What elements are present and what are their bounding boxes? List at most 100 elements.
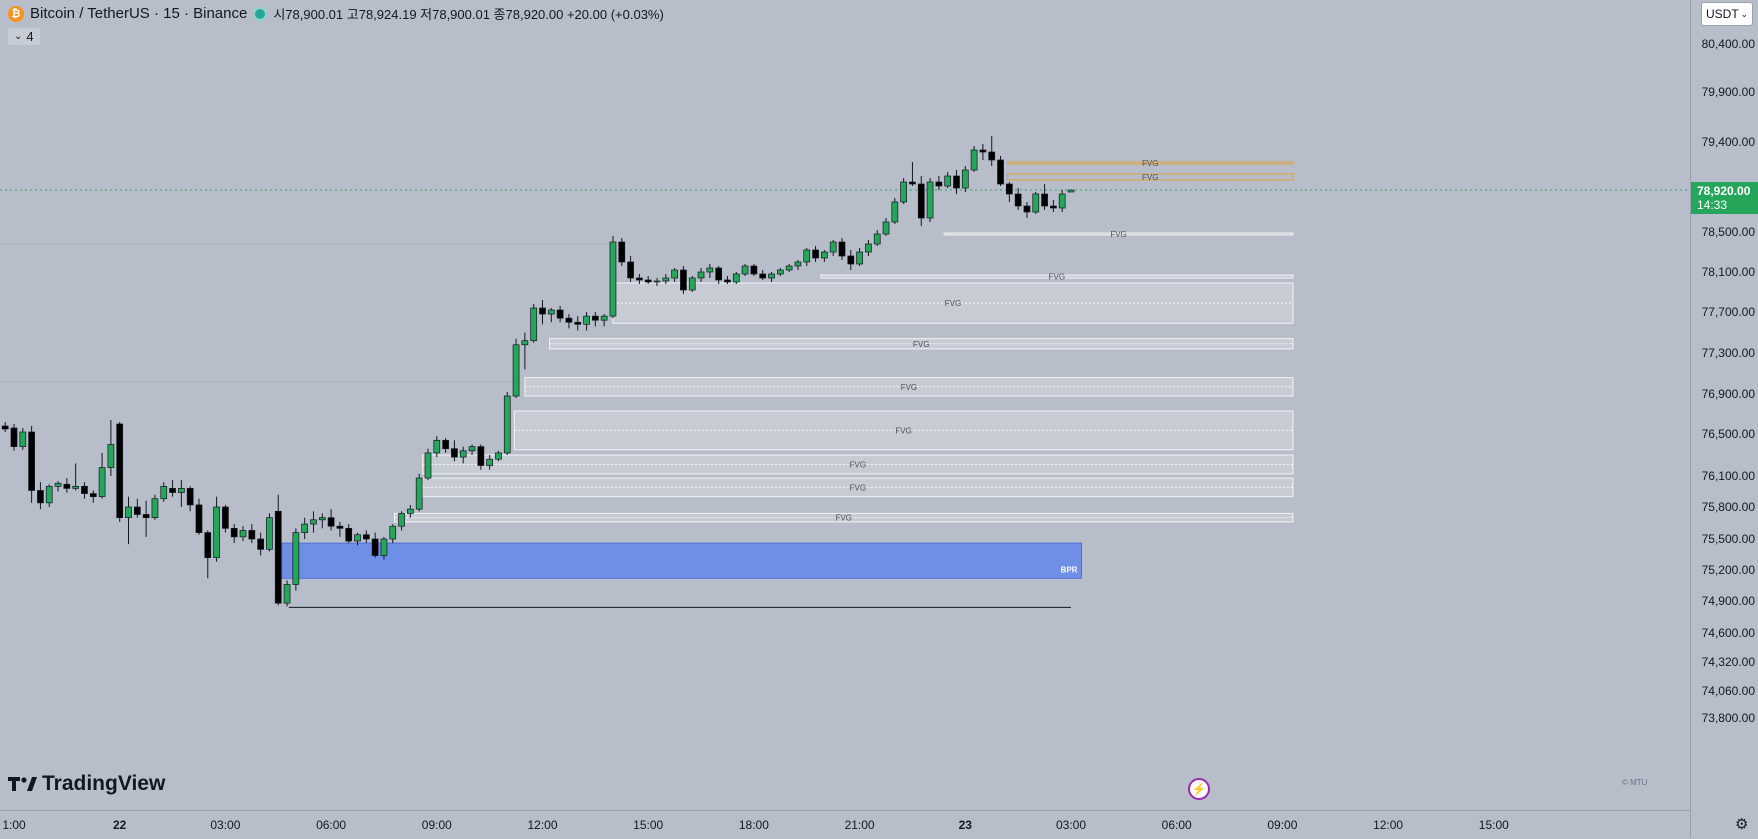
- candle-body: [371, 538, 379, 556]
- candle-body: [644, 279, 652, 283]
- candle-body: [45, 485, 53, 504]
- last-price-value: 78,920.00: [1697, 184, 1751, 198]
- candle-body: [257, 538, 264, 550]
- candle-body: [195, 504, 203, 533]
- candle-body: [891, 201, 899, 223]
- candle-body: [636, 277, 643, 281]
- candle-body: [706, 267, 714, 273]
- candle-body: [882, 221, 890, 235]
- time-tick-label: 15:00: [1478, 818, 1509, 832]
- candle-body: [741, 265, 749, 275]
- time-tick-label: 21:00: [844, 818, 875, 832]
- gear-icon[interactable]: ⚙: [1735, 816, 1749, 833]
- candle-body: [1058, 193, 1066, 209]
- time-tick-label: 23: [958, 818, 972, 832]
- candle-body: [776, 269, 784, 275]
- candle-body: [415, 477, 423, 510]
- candle-body: [151, 498, 159, 519]
- zone-label: FVG: [1142, 173, 1158, 182]
- last-price-label: 78,920.00 14:33: [1691, 182, 1758, 214]
- time-tick-label: 06:00: [316, 818, 347, 832]
- candle-body: [292, 532, 300, 585]
- candle-body: [495, 452, 502, 460]
- zone-label: FVG: [1142, 159, 1158, 168]
- price-tick-label: 76,900.00: [1701, 387, 1755, 401]
- author-mark: © MTU: [1622, 778, 1648, 787]
- bitcoin-icon: ₿: [8, 5, 24, 22]
- price-tick-label: 79,400.00: [1701, 135, 1755, 149]
- market-status-icon[interactable]: [253, 6, 268, 21]
- candle-body: [953, 175, 960, 189]
- candle-body: [98, 467, 106, 498]
- candle-body: [28, 431, 35, 491]
- candle-body: [186, 488, 194, 506]
- indicator-count: 4: [26, 29, 34, 44]
- candle-body: [19, 431, 27, 447]
- price-tick-label: 73,800.00: [1701, 711, 1755, 725]
- ohlc-values: 시78,900.01 고78,924.19 저78,900.01 종78,920…: [273, 7, 664, 22]
- candle-body: [477, 446, 485, 466]
- candle-body: [301, 523, 309, 533]
- candle-body: [988, 151, 996, 161]
- candle-body: [230, 527, 238, 538]
- zone-label: BPR: [1061, 565, 1078, 574]
- candle-body: [442, 439, 449, 450]
- candle-body: [239, 530, 247, 538]
- candle-body: [768, 273, 775, 279]
- candle-body: [917, 183, 925, 219]
- candle-body: [125, 506, 132, 519]
- candle-body: [424, 452, 432, 479]
- price-tick-label: 74,900.00: [1701, 594, 1755, 608]
- candle-body: [759, 273, 767, 279]
- zone-bpr-11: [281, 542, 1083, 579]
- price-tick-label: 77,700.00: [1701, 305, 1755, 319]
- tradingview-logo[interactable]: TradingView: [8, 772, 165, 796]
- chart-area[interactable]: FVG FVG FVG FVG FVG FVG FVG FVG FVG FVG FVG BPR: [0, 0, 1690, 810]
- time-axis[interactable]: 1:00 22 03:00 06:00 09:00 12:00 15:00 18:00 21:0…: [0, 810, 1690, 839]
- symbol-title[interactable]: Bitcoin / TetherUS · 15 · Binance: [30, 5, 248, 22]
- candle-body: [204, 532, 212, 558]
- zone-fvg-1: [1007, 173, 1294, 181]
- price-tick-label: 78,100.00: [1701, 265, 1755, 279]
- candle-body: [821, 251, 828, 259]
- candle-body: [1041, 193, 1048, 207]
- currency-select[interactable]: USDT ⌄: [1701, 2, 1753, 26]
- candle-body: [63, 483, 71, 489]
- candle-body: [961, 169, 969, 189]
- candle-body: [389, 525, 397, 540]
- candle-body: [486, 458, 493, 466]
- bolt-icon[interactable]: ⚡: [1188, 778, 1210, 800]
- candle-body: [133, 506, 141, 515]
- time-tick-label: 03:00: [1055, 818, 1087, 832]
- candle-body: [380, 538, 388, 556]
- candle-body: [944, 175, 952, 187]
- candle-body: [926, 181, 934, 219]
- zone-fvg-2: [943, 232, 1294, 236]
- candle-body: [213, 506, 220, 558]
- candle-body: [697, 271, 705, 279]
- price-tick-label: 74,060.00: [1701, 684, 1755, 698]
- candlestick-chart[interactable]: FVG FVG FVG FVG FVG FVG FVG FVG FVG FVG FVG BPR: [0, 0, 1690, 810]
- candle-body: [653, 280, 661, 283]
- candle-body: [1005, 183, 1013, 195]
- candle-body: [318, 517, 326, 521]
- candle-body: [274, 510, 282, 604]
- candle-body: [662, 277, 670, 282]
- price-tick-label: 76,500.00: [1701, 427, 1755, 441]
- candle-body: [812, 249, 819, 259]
- candle-body: [310, 519, 317, 525]
- candle-body: [847, 255, 855, 265]
- price-axis[interactable]: USDT ⌄ 80,400.00 79,900.00 79,400.00 78,500…: [1690, 0, 1758, 838]
- candle-body: [160, 485, 168, 500]
- time-tick-label: 18:00: [738, 818, 769, 832]
- price-tick-label: 79,900.00: [1701, 85, 1755, 99]
- time-tick-label: 09:00: [1267, 818, 1298, 832]
- candle-body: [398, 513, 405, 527]
- zone-label: FVG: [945, 299, 961, 308]
- candle-body: [468, 446, 476, 452]
- candle-body: [451, 448, 458, 458]
- indicators-toggle-button[interactable]: ⌄ 4: [8, 28, 40, 45]
- currency-label: USDT: [1706, 7, 1739, 21]
- price-tick-label: 74,600.00: [1701, 626, 1755, 640]
- candle-body: [671, 269, 678, 279]
